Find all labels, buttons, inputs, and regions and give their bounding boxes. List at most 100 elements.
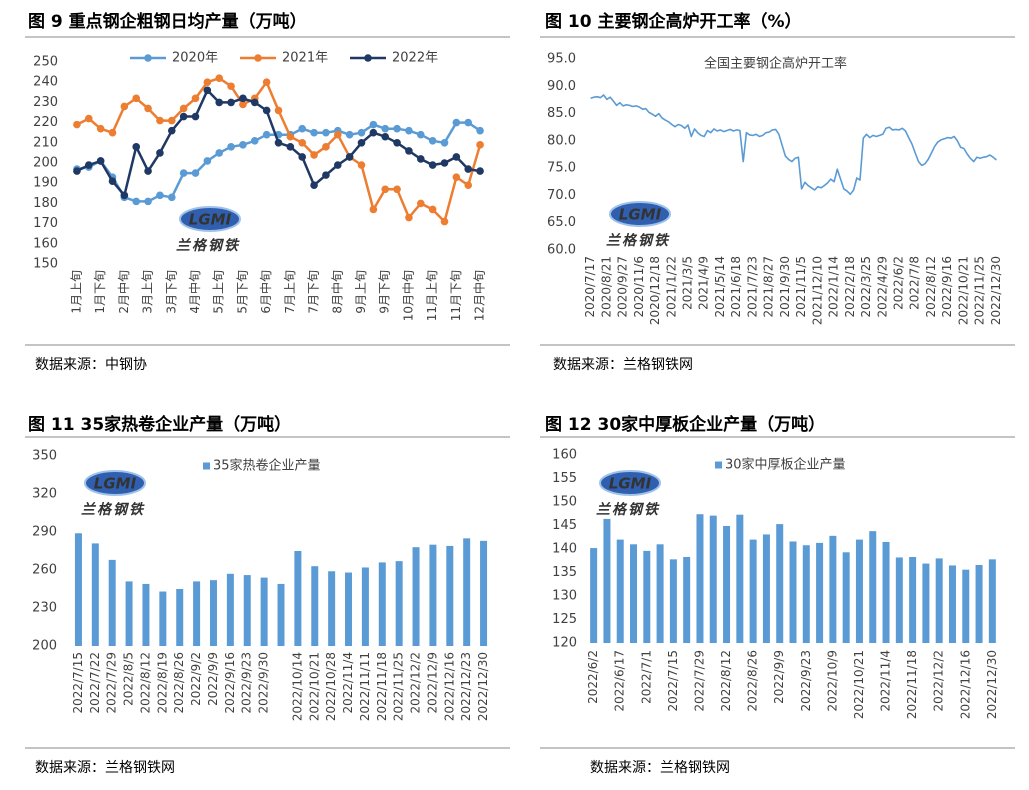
point-marker	[286, 132, 295, 141]
bar	[776, 524, 784, 643]
point-marker	[322, 128, 330, 137]
figure-title: 图 9 重点钢企粗钢日均产量（万吨）	[28, 11, 307, 32]
point-marker	[416, 199, 425, 208]
x-tick-label: 2022/12/2	[409, 652, 423, 714]
logo-mark: LGMI	[619, 206, 662, 224]
y-tick-label: 160	[33, 236, 58, 251]
y-tick-label: 350	[32, 449, 57, 464]
bar	[895, 557, 903, 643]
x-tick-label: 2022/11/4	[341, 652, 355, 714]
point-marker	[227, 143, 235, 151]
point-marker	[428, 205, 437, 214]
bar	[125, 581, 133, 646]
legend-marker	[144, 54, 152, 62]
x-tick-label: 2022/9/30	[257, 652, 271, 714]
y-tick-label: 160	[552, 448, 577, 463]
point-marker	[357, 161, 366, 169]
x-tick-label: 2022/8/19	[155, 652, 169, 714]
figure-title: 图 10 主要钢企高炉开工率（%）	[545, 11, 802, 32]
x-tick-label: 2022/9/16	[940, 256, 954, 318]
bar	[816, 542, 824, 643]
point-marker	[298, 139, 307, 147]
x-tick-label: 2022/8/12	[719, 650, 733, 712]
bar	[829, 535, 837, 643]
y-tick-label: 135	[552, 565, 577, 580]
point-marker	[405, 213, 413, 222]
x-tick-label: 2022/2/18	[843, 256, 857, 318]
x-tick-label: 2月中旬	[116, 270, 131, 314]
point-marker	[357, 128, 366, 137]
y-tick-label: 260	[32, 563, 57, 578]
point-marker	[369, 128, 378, 137]
x-tick-label: 2022/11/18	[905, 650, 919, 719]
bar	[683, 556, 691, 643]
point-marker	[239, 94, 247, 103]
y-tick-label: 125	[552, 612, 577, 627]
y-tick-label: 230	[33, 95, 58, 110]
x-tick-label: 2022/12/2	[932, 650, 946, 712]
point-marker	[120, 191, 129, 200]
series-label: 全国主要钢企高炉开工率	[704, 56, 847, 72]
point-marker	[274, 106, 283, 115]
point-marker	[322, 143, 330, 151]
x-tick-label: 2022/4/29	[875, 256, 889, 318]
point-marker	[262, 106, 271, 115]
bar	[226, 573, 234, 646]
logo-name: 兰格钢铁	[176, 237, 240, 254]
bar	[696, 514, 704, 643]
y-tick-label: 85.0	[547, 106, 576, 121]
bar	[802, 545, 810, 643]
y-tick-label: 250	[33, 55, 58, 70]
point-marker	[215, 74, 224, 82]
point-marker	[73, 120, 81, 129]
logo-name: 兰格钢铁	[606, 232, 670, 249]
point-marker	[96, 124, 105, 133]
bar	[736, 514, 744, 643]
y-tick-label: 90.0	[547, 79, 576, 94]
point-marker	[167, 193, 176, 202]
x-tick-label: 2022/12/16	[442, 652, 456, 721]
x-tick-label: 2022/9/9	[772, 650, 786, 704]
x-tick-label: 2022/9/16	[223, 652, 237, 714]
point-marker	[369, 120, 378, 129]
point-marker	[381, 185, 390, 194]
point-marker	[262, 78, 271, 86]
x-tick-label: 2022/9/23	[240, 652, 254, 714]
point-marker	[393, 124, 401, 133]
legend-swatch	[203, 462, 210, 470]
point-marker	[96, 157, 105, 165]
legend-marker	[364, 54, 372, 62]
point-marker	[156, 191, 164, 200]
bar	[962, 569, 970, 643]
bar	[975, 564, 983, 643]
point-marker	[333, 130, 342, 139]
point-marker	[167, 126, 176, 135]
point-marker	[73, 167, 81, 175]
y-tick-label: 130	[552, 589, 577, 604]
bar	[91, 543, 99, 646]
y-tick-label: 150	[33, 257, 58, 272]
x-tick-label: 2021/12/10	[810, 256, 824, 325]
point-marker	[310, 128, 318, 137]
point-marker	[250, 136, 259, 145]
bar	[209, 580, 217, 646]
point-marker	[191, 94, 200, 103]
x-tick-label: 5月上旬	[212, 270, 226, 314]
x-tick-label: 2021/3/5	[681, 256, 695, 310]
bar	[842, 552, 850, 643]
y-tick-label: 75.0	[547, 161, 576, 176]
bar	[643, 550, 651, 643]
y-tick-label: 140	[552, 542, 577, 557]
x-tick-label: 2022/10/21	[307, 652, 321, 721]
y-tick-label: 155	[552, 471, 577, 486]
figure-title: 图 12 30家中厚板企业产量（万吨）	[545, 414, 825, 435]
x-tick-label: 2022/11/25	[973, 256, 987, 325]
logo-name: 兰格钢铁	[596, 501, 660, 518]
x-tick-label: 2022/7/8	[908, 256, 922, 310]
point-marker	[108, 128, 117, 137]
point-marker	[416, 155, 425, 163]
logo-badge	[179, 206, 241, 232]
y-tick-label: 200	[33, 156, 58, 171]
x-tick-label: 7月上旬	[283, 270, 297, 314]
